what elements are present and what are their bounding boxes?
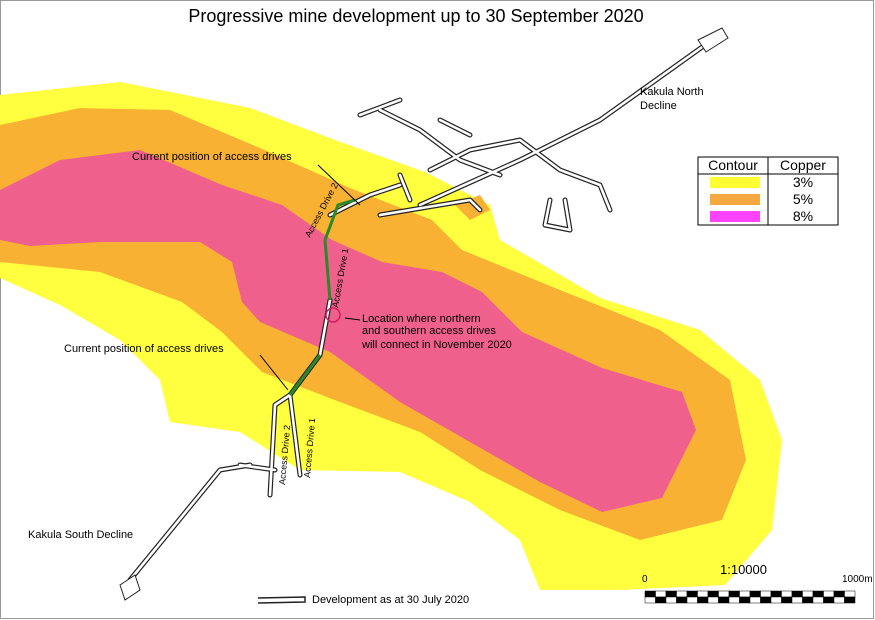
decline-portal [119,574,141,601]
place-label: Kakula South Decline [28,529,133,541]
contour-blob [455,195,490,220]
scale-cell [823,596,835,604]
tunnels [119,27,729,601]
annotation: will connect in November 2020 [361,339,512,351]
scale-cell [770,590,782,598]
place-label: Kakula North [640,86,704,98]
scale-cell [718,596,730,604]
legend-header: Contour [708,157,758,173]
scale-cell [823,590,835,598]
scale-cell [676,596,688,604]
scale-cell [791,596,803,604]
scale-cell [802,590,814,598]
contour-inner [0,150,696,512]
pointer [259,354,289,391]
scale-cell [833,596,845,604]
scale-cell [781,596,793,604]
place-label: Decline [640,100,677,112]
scale-cell [676,590,688,598]
scale-cell [749,590,761,598]
scale-cell [665,590,677,598]
scale-cell [739,590,751,598]
scale-cell [760,596,772,604]
legend-label: 3% [793,174,813,190]
scale-cell [833,590,845,598]
legend-swatch [710,211,760,222]
legend-label: 8% [793,208,813,224]
scale-bar: 1:10000 0 1000m [642,562,873,604]
access-drive-progress [323,198,356,301]
development-symbol [257,596,306,604]
scale-cell [802,596,814,604]
connection-point [325,307,341,323]
scale-cell [665,596,677,604]
scale-cell [655,596,667,604]
scale-cell [686,590,698,598]
scale-start: 0 [642,574,648,585]
scale-cell [644,590,656,598]
scale-cell [728,590,740,598]
scale-cell [697,596,709,604]
legend-header: Copper [780,157,826,173]
scale-ratio: 1:10000 [720,562,767,577]
decline-portal [697,27,729,53]
scale-cell [760,590,772,598]
scale-cell [812,590,824,598]
scale-cell [844,596,856,604]
title: Progressive mine development up to 30 Se… [188,6,643,26]
development-legend: Development as at 30 July 2020 [312,594,469,606]
scale-cell [707,596,719,604]
pointer [344,317,361,321]
scale-cell [644,596,656,604]
scale-cell [791,590,803,598]
contours [0,82,782,590]
annotation: and southern access drives [362,325,496,337]
legend-swatch [710,194,760,205]
scale-cell [770,596,782,604]
scale-cell [707,590,719,598]
scale-cell [812,596,824,604]
annotation: Current position of access drives [132,151,292,163]
scale-cell [697,590,709,598]
scale-cell [781,590,793,598]
access-drive-progress [288,354,322,396]
scale-cell [739,596,751,604]
scale-end: 1000m [842,574,873,585]
scale-cell [718,590,730,598]
legend-label: 5% [793,191,813,207]
annotation: Current position of access drives [64,343,224,355]
pointer [317,164,361,206]
scale-cell [844,590,856,598]
annotation: Location where northern [362,313,481,325]
legend-swatch [710,177,760,188]
scale-cell [728,596,740,604]
scale-cell [749,596,761,604]
scale-cell [655,590,667,598]
scale-cell [686,596,698,604]
